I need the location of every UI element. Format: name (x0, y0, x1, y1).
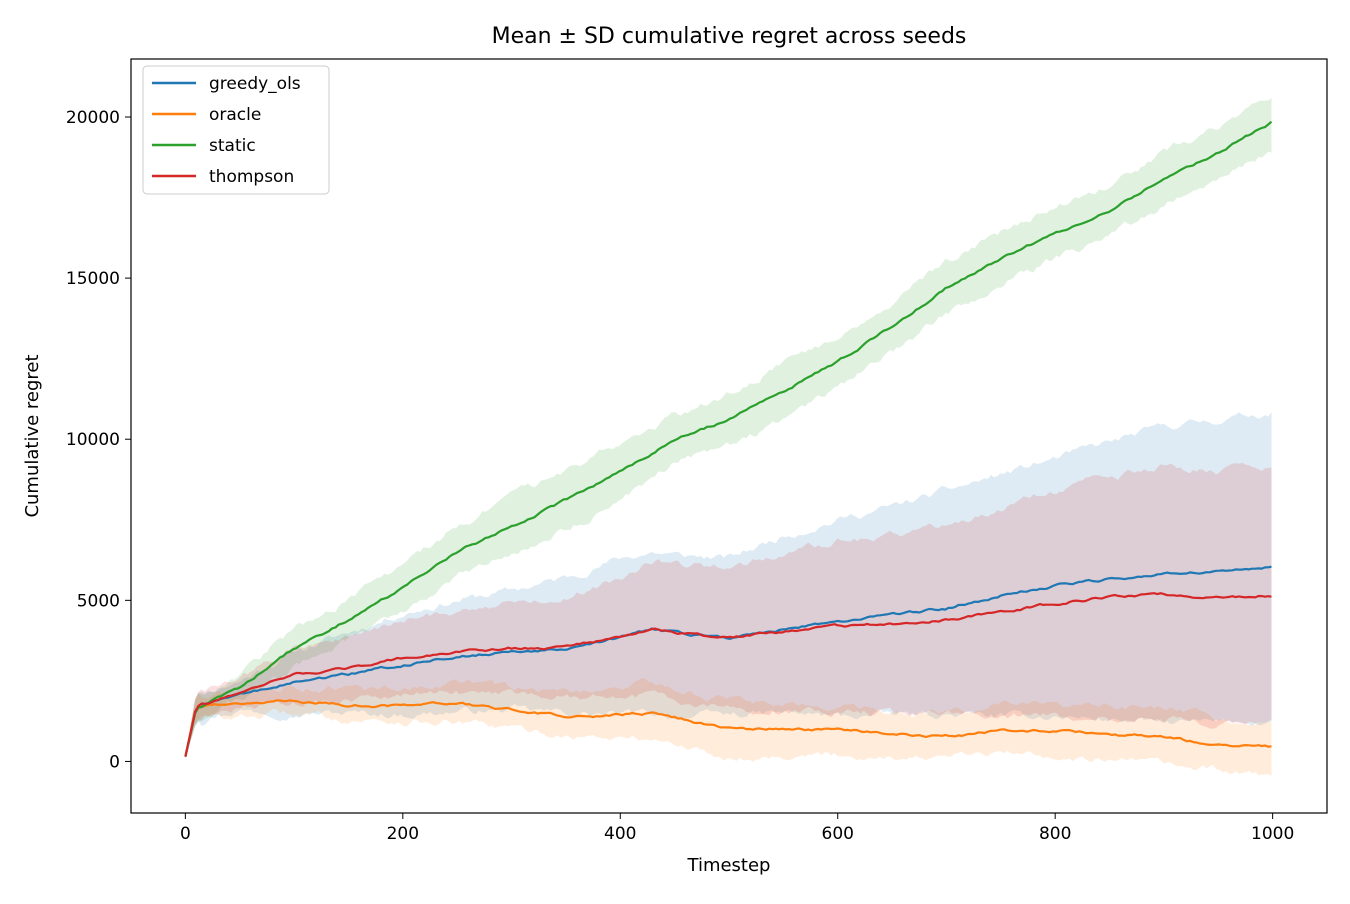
x-tick-label: 800 (1039, 824, 1071, 844)
y-tick-label: 10000 (66, 430, 120, 450)
uncertainty-bands (185, 97, 1272, 776)
legend-label-oracle: oracle (209, 105, 261, 125)
plot-area-frame (130, 58, 1328, 814)
chart-title: Mean ± SD cumulative regret across seeds (492, 24, 967, 49)
x-tick-label: 400 (604, 824, 636, 844)
y-axis: 0 5000 10000 15000 20000 (66, 108, 131, 772)
x-tick-label: 1000 (1251, 824, 1294, 844)
x-tick-label: 600 (822, 824, 854, 844)
oracle-mean-line (184, 699, 1272, 757)
legend-label-thompson: thompson (209, 167, 294, 187)
legend-box (142, 65, 330, 195)
y-axis-label: Cumulative regret (22, 354, 43, 517)
x-axis-label: Timestep (687, 855, 771, 876)
thompson-sd-band (185, 462, 1272, 759)
y-tick-label: 15000 (66, 269, 120, 289)
x-tick-label: 0 (180, 824, 191, 844)
thompson-mean-line (184, 592, 1272, 757)
greedy_ols-mean-line (184, 565, 1272, 757)
static-mean-line (184, 120, 1273, 757)
y-tick-label: 20000 (66, 108, 120, 128)
greedy_ols-sd-band (185, 412, 1272, 759)
legend-label-greedy_ols: greedy_ols (209, 74, 301, 94)
legend-label-static: static (209, 136, 256, 156)
x-tick-label: 200 (387, 824, 419, 844)
static-sd-band (185, 97, 1272, 759)
y-tick-label: 5000 (77, 591, 120, 611)
series-lines (184, 120, 1273, 757)
x-axis: 0 200 400 600 800 1000 (180, 813, 1294, 844)
y-tick-label: 0 (109, 752, 120, 772)
